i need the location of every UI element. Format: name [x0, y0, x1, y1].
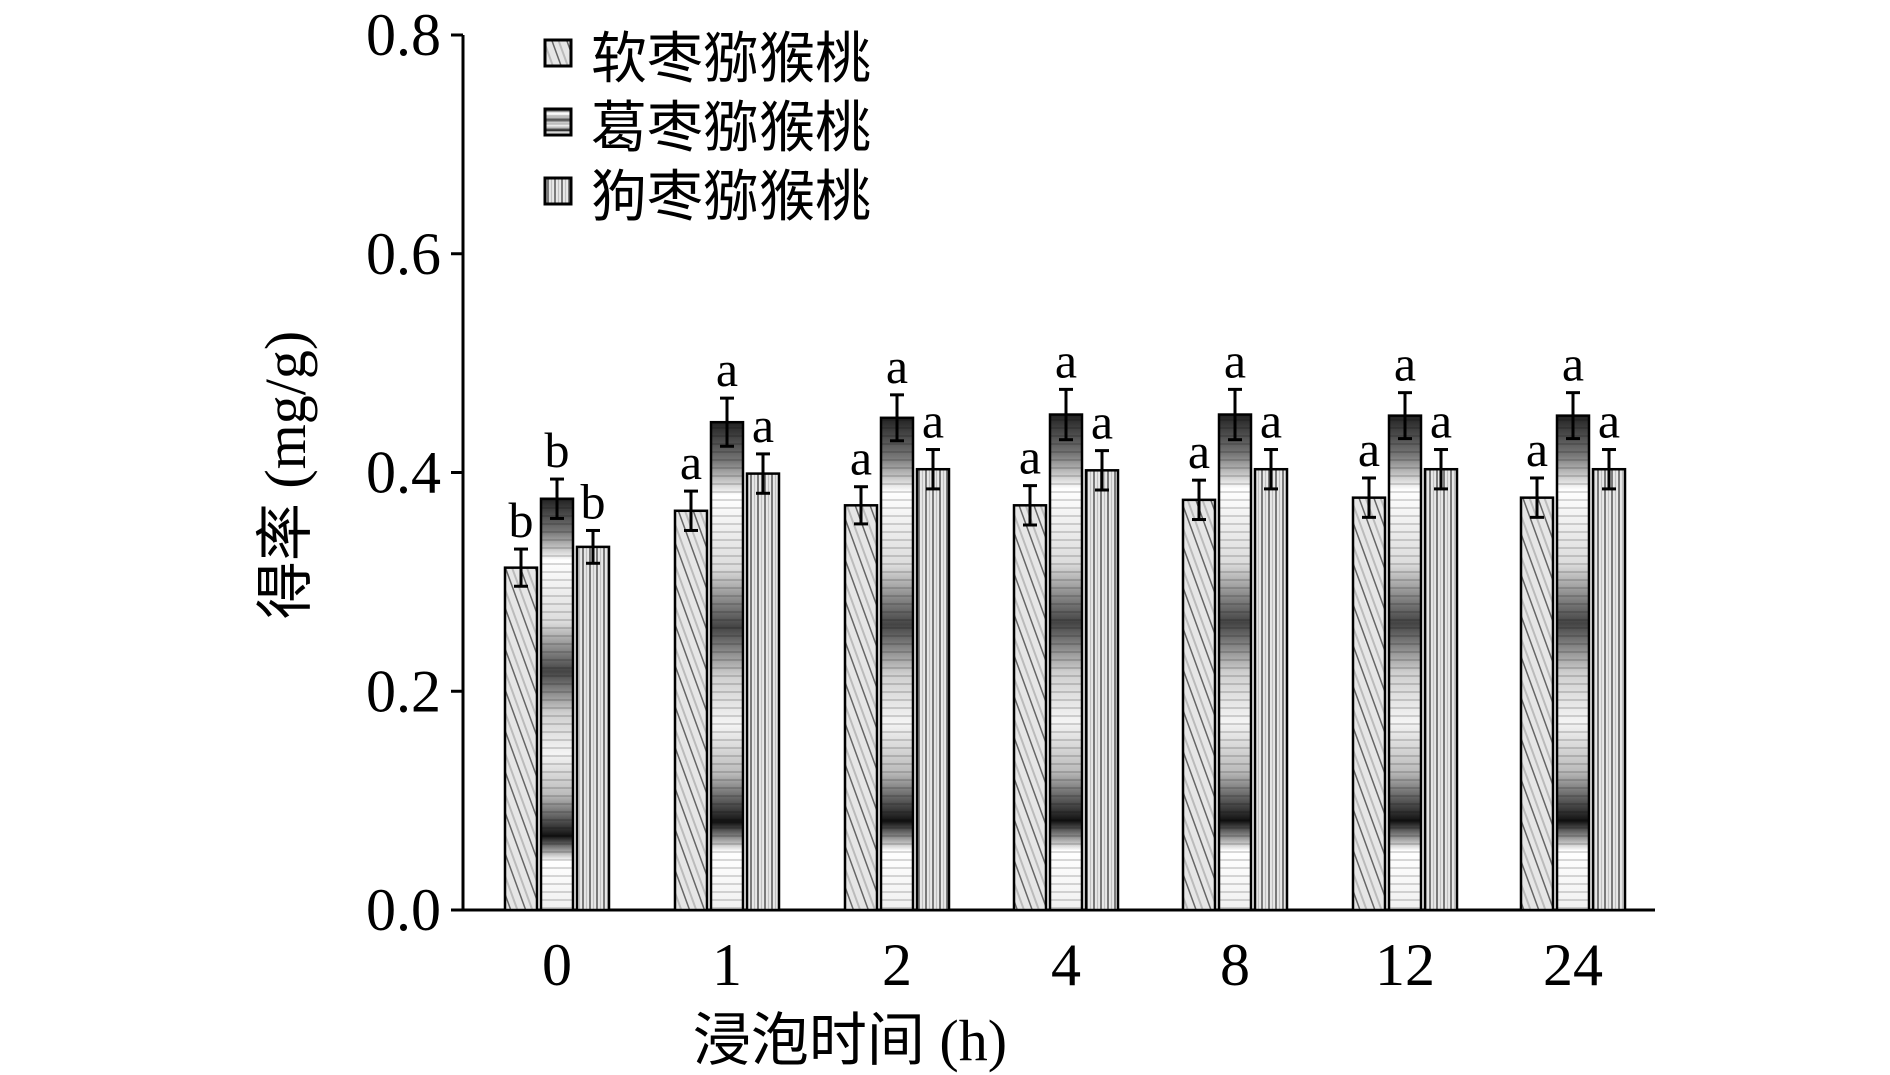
bar	[1591, 467, 1627, 912]
bar	[745, 472, 781, 912]
legend-swatch	[543, 176, 573, 206]
legend-label: 软枣猕猴桃	[591, 27, 871, 92]
significance-label: a	[1526, 421, 1548, 477]
bar	[1423, 467, 1459, 912]
significance-label: a	[1394, 336, 1416, 392]
significance-label: b	[581, 473, 606, 529]
legend-swatch-texture	[545, 109, 571, 135]
legend-label: 葛枣猕猴桃	[591, 96, 871, 161]
significance-label: a	[1055, 332, 1077, 388]
significance-label: a	[1019, 429, 1041, 485]
x-tick-label: 0	[542, 932, 572, 998]
bar	[843, 504, 879, 912]
y-tick-label: 0.4	[366, 440, 441, 506]
y-tick-label: 0.8	[366, 2, 441, 68]
bar-texture	[1219, 414, 1251, 910]
significance-label: a	[752, 397, 774, 453]
bar-texture	[1557, 415, 1589, 910]
significance-label: a	[716, 341, 738, 397]
bar	[915, 467, 951, 912]
legend-label: 狗枣猕猴桃	[591, 165, 871, 230]
significance-label: a	[1260, 393, 1282, 449]
significance-label: b	[545, 422, 570, 478]
bar-texture	[541, 498, 573, 910]
significance-label: a	[680, 434, 702, 490]
y-tick-label: 0.0	[366, 877, 441, 943]
significance-label: a	[1430, 393, 1452, 449]
significance-label: a	[1598, 393, 1620, 449]
x-tick-label: 12	[1375, 932, 1435, 998]
significance-label: a	[886, 338, 908, 394]
x-axis-title: 浸泡时间 (h)	[693, 1008, 1007, 1073]
significance-label: a	[922, 393, 944, 449]
x-tick-label: 8	[1220, 932, 1250, 998]
bar-texture	[881, 417, 913, 910]
bar	[503, 566, 539, 912]
y-axis-title: 得率 (mg/g)	[253, 331, 318, 619]
bar	[1253, 467, 1289, 912]
y-tick-label: 0.2	[366, 658, 441, 724]
significance-label: a	[1562, 336, 1584, 392]
significance-label: a	[850, 430, 872, 486]
bar	[1181, 498, 1217, 912]
bar	[1012, 504, 1048, 912]
x-tick-label: 2	[882, 932, 912, 998]
bar	[1519, 496, 1555, 912]
significance-label: a	[1358, 421, 1380, 477]
bar-texture	[1389, 415, 1421, 910]
significance-label: a	[1188, 423, 1210, 479]
significance-label: b	[509, 492, 534, 548]
x-tick-label: 1	[712, 932, 742, 998]
bar	[575, 545, 611, 912]
bar-texture	[711, 422, 743, 910]
legend-swatch	[543, 38, 573, 68]
significance-label: a	[1224, 332, 1246, 388]
bar	[1084, 469, 1120, 912]
bar	[673, 509, 709, 912]
bar	[1351, 496, 1387, 912]
x-tick-label: 4	[1051, 932, 1081, 998]
y-tick-label: 0.6	[366, 221, 441, 287]
bar-texture	[1050, 414, 1082, 910]
significance-label: a	[1091, 394, 1113, 450]
x-tick-label: 24	[1543, 932, 1603, 998]
